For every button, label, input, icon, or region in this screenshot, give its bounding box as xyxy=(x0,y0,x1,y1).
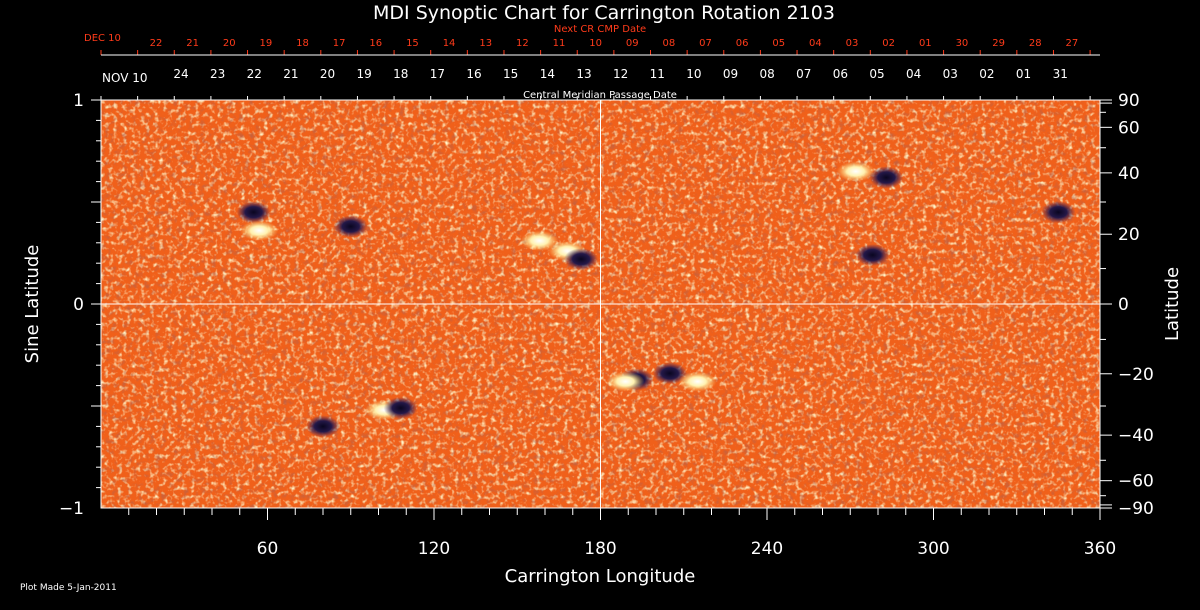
next-cr-date-label: 14 xyxy=(443,38,456,49)
next-cr-date-label: 30 xyxy=(956,38,969,49)
active-regions xyxy=(236,161,1076,438)
left-tick-label: 1 xyxy=(73,91,84,111)
cmp-date-label: 02 xyxy=(979,67,994,81)
next-cr-date-label: 20 xyxy=(223,38,236,49)
next-cr-date-label: 13 xyxy=(479,38,492,49)
x-tick-label: 240 xyxy=(751,539,783,559)
magnetogram-field xyxy=(101,100,1100,508)
active-region-negative xyxy=(383,397,418,420)
cmp-date-label: 19 xyxy=(357,67,372,81)
active-region-negative xyxy=(1041,201,1076,224)
next-cr-date-label: 02 xyxy=(882,38,895,49)
right-tick-label: 20 xyxy=(1118,225,1140,245)
cmp-date-label: 03 xyxy=(943,67,958,81)
cmp-date-label: 08 xyxy=(759,67,774,81)
cmp-date-label: 31 xyxy=(1053,67,1068,81)
cmp-date-label: 20 xyxy=(320,67,335,81)
active-region-negative xyxy=(652,362,687,385)
right-tick-label: 40 xyxy=(1118,164,1140,184)
active-region-positive xyxy=(606,371,645,392)
cmp-date-label: 24 xyxy=(173,67,188,81)
cmp-date-label: 12 xyxy=(613,67,628,81)
cmp-date-label: 21 xyxy=(283,67,298,81)
next-cr-date-label: 01 xyxy=(919,38,932,49)
cmp-date-label: 22 xyxy=(247,67,262,81)
next-cr-date-label: 07 xyxy=(699,38,712,49)
cmp-date-label: 09 xyxy=(723,67,738,81)
next-cr-date-label: 15 xyxy=(406,38,419,49)
x-tick-label: 60 xyxy=(257,539,279,559)
cmp-date-label: 11 xyxy=(650,67,665,81)
active-region-negative xyxy=(564,248,599,271)
cmp-date-label: 18 xyxy=(393,67,408,81)
active-region-positive xyxy=(836,161,875,182)
left-tick-label: −1 xyxy=(59,499,84,519)
plot-made-footer: Plot Made 5-Jan-2011 xyxy=(20,583,117,593)
active-region-negative xyxy=(236,201,271,224)
axis-ticks xyxy=(91,50,1112,520)
cmp-date-label: 04 xyxy=(906,67,921,81)
active-region-negative xyxy=(333,215,368,238)
top-axis-label: Central Meridian Passage Date xyxy=(523,90,677,101)
x-axis-label: Carrington Longitude xyxy=(505,566,696,587)
cmp-date-label: 13 xyxy=(576,67,591,81)
active-region-positive xyxy=(678,371,717,392)
next-cr-date-label: 12 xyxy=(516,38,529,49)
next-cr-date-label: 29 xyxy=(992,38,1005,49)
next-cr-date-label: 04 xyxy=(809,38,822,49)
next-cr-date-label: 27 xyxy=(1065,38,1078,49)
right-tick-label: 90 xyxy=(1118,91,1140,111)
next-cr-date-label: 16 xyxy=(369,38,382,49)
next-cr-date-label: 28 xyxy=(1029,38,1042,49)
next-cr-date-label: 09 xyxy=(626,38,639,49)
cmp-date-label: 01 xyxy=(1016,67,1031,81)
y-axis-label-right: Latitude xyxy=(1162,267,1183,341)
top-axis-first-label: NOV 10 xyxy=(102,71,148,85)
cmp-date-label: 17 xyxy=(430,67,445,81)
next-cr-date-label: 11 xyxy=(553,38,566,49)
cmp-date-label: 23 xyxy=(210,67,225,81)
right-tick-label: 60 xyxy=(1118,118,1140,138)
next-cr-date-label: 22 xyxy=(150,38,163,49)
cmp-date-label: 16 xyxy=(466,67,481,81)
next-cr-date-label: 21 xyxy=(186,38,199,49)
active-region-negative xyxy=(306,415,340,438)
next-cr-date-label: 06 xyxy=(736,38,749,49)
right-tick-label: −90 xyxy=(1118,499,1154,519)
next-cr-date-label: 05 xyxy=(772,38,785,49)
next-cr-date-label: 10 xyxy=(589,38,602,49)
cmp-date-label: 10 xyxy=(686,67,701,81)
active-region-positive xyxy=(520,230,559,251)
axis-labels: 60 120 180 240 300 36010−1906040200−20−40−60−… xyxy=(59,38,1154,559)
active-region-positive xyxy=(240,220,279,241)
cmp-date-label: 07 xyxy=(796,67,811,81)
x-tick-label: 300 xyxy=(917,539,949,559)
next-cr-date-label: 19 xyxy=(260,38,273,49)
cmp-date-label: 14 xyxy=(540,67,555,81)
cmp-date-label: 06 xyxy=(833,67,848,81)
next-cr-date-label: 08 xyxy=(663,38,676,49)
x-tick-label: 180 xyxy=(584,539,616,559)
x-tick-label: 360 xyxy=(1084,539,1116,559)
next-cr-date-label: 18 xyxy=(296,38,309,49)
next-cr-date-label: 17 xyxy=(333,38,346,49)
left-tick-label: 0 xyxy=(73,295,84,315)
right-tick-label: −20 xyxy=(1118,365,1154,385)
next-cr-date-label: 03 xyxy=(846,38,859,49)
right-tick-label: 0 xyxy=(1118,295,1129,315)
y-axis-label-left: Sine Latitude xyxy=(22,245,43,364)
right-tick-label: −60 xyxy=(1118,472,1154,492)
next-cr-label: Next CR CMP Date xyxy=(554,24,646,35)
chart-title: MDI Synoptic Chart for Carrington Rotati… xyxy=(373,2,835,24)
active-region-negative xyxy=(855,244,890,267)
x-tick-label: 120 xyxy=(418,539,450,559)
right-tick-label: −40 xyxy=(1118,426,1154,446)
next-cr-first-label: DEC 10 xyxy=(84,33,121,44)
cmp-date-label: 05 xyxy=(869,67,884,81)
active-region-negative xyxy=(869,166,904,189)
cmp-date-label: 15 xyxy=(503,67,518,81)
